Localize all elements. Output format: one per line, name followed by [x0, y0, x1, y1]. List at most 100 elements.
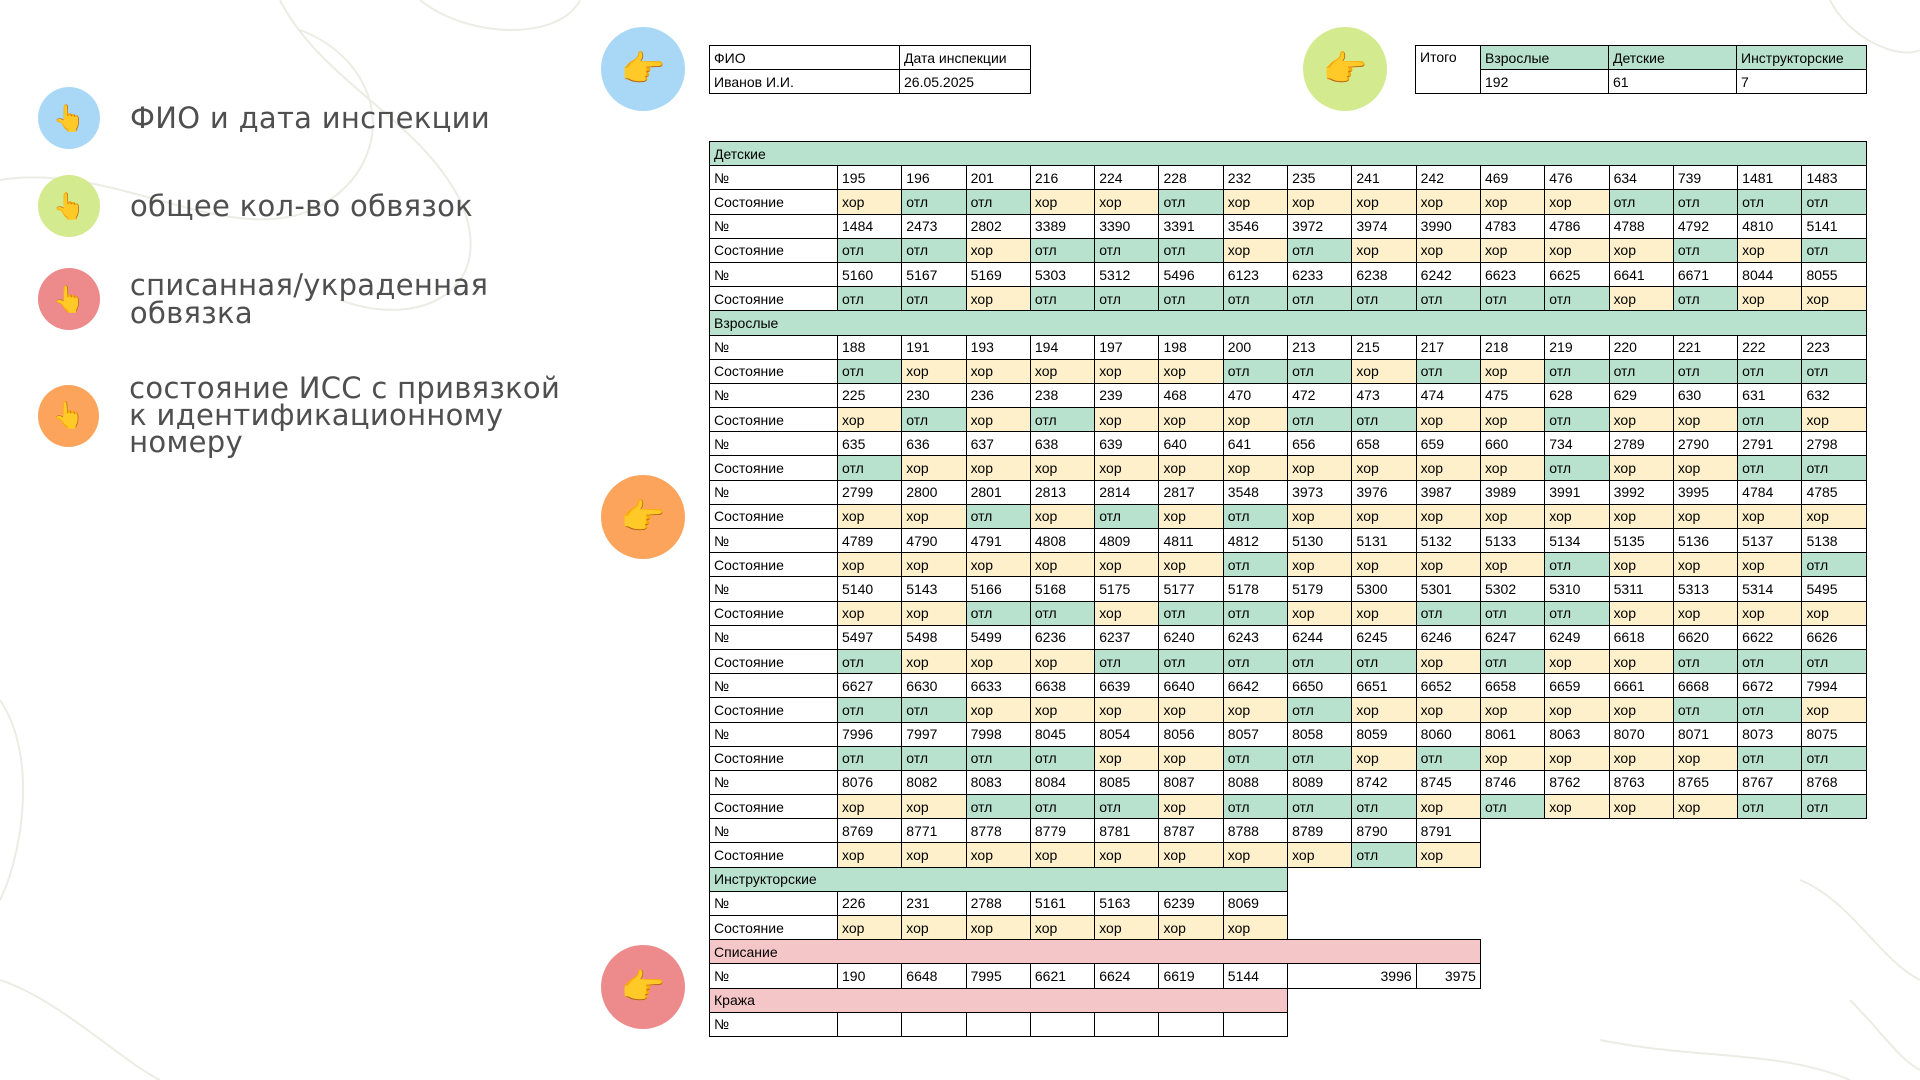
state-cell: отл: [1672, 648, 1739, 675]
id-number-cell: 6238: [1351, 261, 1417, 288]
state-row: Состояние хор хор отл отл отл хор отл отл отл хор о…: [709, 794, 1867, 820]
id-number-cell: 4792: [1672, 213, 1739, 239]
state-cell: хор: [1479, 237, 1546, 263]
id-number-cell: 8073: [1737, 721, 1803, 747]
state-cell: отл: [1801, 237, 1867, 263]
row-label-number: №: [709, 673, 838, 699]
state-cell: отл: [1801, 358, 1867, 384]
state-cell: хор: [1672, 745, 1739, 771]
theft-number-cell: [1029, 1011, 1096, 1037]
state-cell: хор: [1287, 189, 1353, 215]
state-cell: хор: [1479, 407, 1546, 433]
state-row: Состояние отл отл хор отл отл отл хор отл хор хор х…: [709, 237, 1867, 263]
id-number-cell: 1481: [1737, 165, 1803, 191]
theft-number-cell: [1222, 1011, 1289, 1037]
empty-cell: [1288, 891, 1867, 915]
id-number-cell: 8071: [1672, 721, 1739, 747]
state-cell: отл: [1094, 503, 1160, 530]
pointer-orange: 👉: [601, 475, 685, 559]
empty-cell: [1288, 988, 1867, 1012]
writeoff-number-cell: 6624: [1094, 963, 1160, 989]
state-cell: хор: [1415, 842, 1481, 868]
state-cell: хор: [965, 914, 1031, 941]
number-row: № 8076 8082 8083 8084 8085 8087 8088 8089 8742 874…: [709, 769, 1867, 796]
number-row: № 225 230 236 238 239 468 470 472 473 474 475 628 629…: [709, 382, 1867, 409]
state-cell: хор: [965, 286, 1031, 312]
id-number-cell: 5167: [901, 261, 967, 288]
id-number-cell: 4785: [1801, 479, 1867, 505]
id-number-cell: 635: [836, 431, 903, 457]
state-cell: хор: [965, 842, 1031, 868]
state-cell: отл: [901, 407, 967, 433]
id-number-cell: 8746: [1479, 769, 1546, 796]
state-cell: хор: [1672, 794, 1739, 820]
id-number-cell: 2802: [965, 213, 1031, 239]
state-cell: отл: [1415, 600, 1481, 626]
state-row: Состояние хор отл хор отл хор хор хор отл отл хор х…: [709, 407, 1867, 433]
id-number-cell: 195: [836, 165, 903, 191]
id-number-cell: 630: [1672, 382, 1739, 409]
state-cell: хор: [1479, 358, 1546, 384]
section-title-row: Взрослые: [709, 310, 1867, 336]
row-label-number: №: [709, 769, 838, 796]
state-cell: отл: [1737, 648, 1803, 675]
id-number-cell: 2801: [965, 479, 1031, 505]
id-number-cell: 6625: [1544, 261, 1610, 288]
state-cell: хор: [1029, 697, 1096, 723]
state-cell: хор: [1094, 914, 1160, 941]
row-label-state: Состояние: [709, 358, 838, 384]
state-cell: хор: [1094, 600, 1160, 626]
state-cell: отл: [1287, 745, 1353, 771]
id-number-cell: 6672: [1737, 673, 1803, 699]
row-label-state: Состояние: [709, 648, 838, 675]
id-number-cell: 220: [1608, 334, 1674, 360]
id-number-cell: 4788: [1608, 213, 1674, 239]
id-number-cell: 6242: [1415, 261, 1481, 288]
inspector-header-date: Дата инспекции: [899, 45, 1031, 70]
number-row: № 188 191 193 194 197 198 200 213 215 217 218 219 220…: [709, 334, 1867, 360]
state-cell: отл: [1608, 358, 1674, 384]
id-number-cell: 656: [1287, 431, 1353, 457]
id-number-cell: 6633: [965, 673, 1031, 699]
state-cell: отл: [1287, 358, 1353, 384]
legend-dot-blue: 👆: [38, 87, 100, 149]
state-cell: хор: [1351, 552, 1417, 578]
id-number-cell: 5495: [1801, 576, 1867, 602]
state-cell: хор: [1672, 407, 1739, 433]
state-cell: отл: [1029, 745, 1096, 771]
row-label-state: Состояние: [709, 842, 838, 868]
id-number-cell: 191: [901, 334, 967, 360]
number-row: № 4789 4790 4791 4808 4809 4811 4812 5130 5131 513…: [709, 527, 1867, 554]
id-number-cell: 5310: [1544, 576, 1610, 602]
state-cell: отл: [1287, 648, 1353, 675]
row-label-number: №: [709, 213, 838, 239]
empty-cell: [1480, 819, 1866, 843]
state-cell: хор: [1544, 745, 1610, 771]
id-number-cell: 8789: [1287, 818, 1353, 844]
state-cell: хор: [901, 794, 967, 820]
state-cell: хор: [1094, 358, 1160, 384]
state-cell: хор: [1029, 358, 1096, 384]
empty-cell: [1288, 916, 1867, 940]
id-number-cell: 636: [901, 431, 967, 457]
totals-value-adult: 192: [1480, 69, 1609, 94]
state-cell: хор: [1287, 842, 1353, 868]
empty-cell: [1288, 1012, 1867, 1036]
id-number-cell: 628: [1544, 382, 1610, 409]
id-number-cell: 734: [1544, 431, 1610, 457]
state-row: Состояние отл отл отл отл хор хор отл отл хор отл х…: [709, 745, 1867, 771]
section-title-row: Детские: [709, 140, 1867, 167]
state-cell: отл: [1737, 455, 1803, 481]
state-cell: отл: [1094, 648, 1160, 675]
id-number-cell: 193: [965, 334, 1031, 360]
row-label-number: №: [709, 890, 838, 917]
state-cell: хор: [1029, 842, 1096, 868]
state-cell: хор: [1029, 914, 1096, 941]
row-label-state: Состояние: [709, 189, 838, 215]
state-cell: хор: [965, 552, 1031, 578]
row-label-number: №: [709, 431, 838, 457]
id-number-cell: 8087: [1158, 769, 1224, 796]
state-cell: отл: [1672, 237, 1739, 263]
id-number-cell: 5161: [1029, 890, 1096, 917]
id-number-cell: 5311: [1608, 576, 1674, 602]
